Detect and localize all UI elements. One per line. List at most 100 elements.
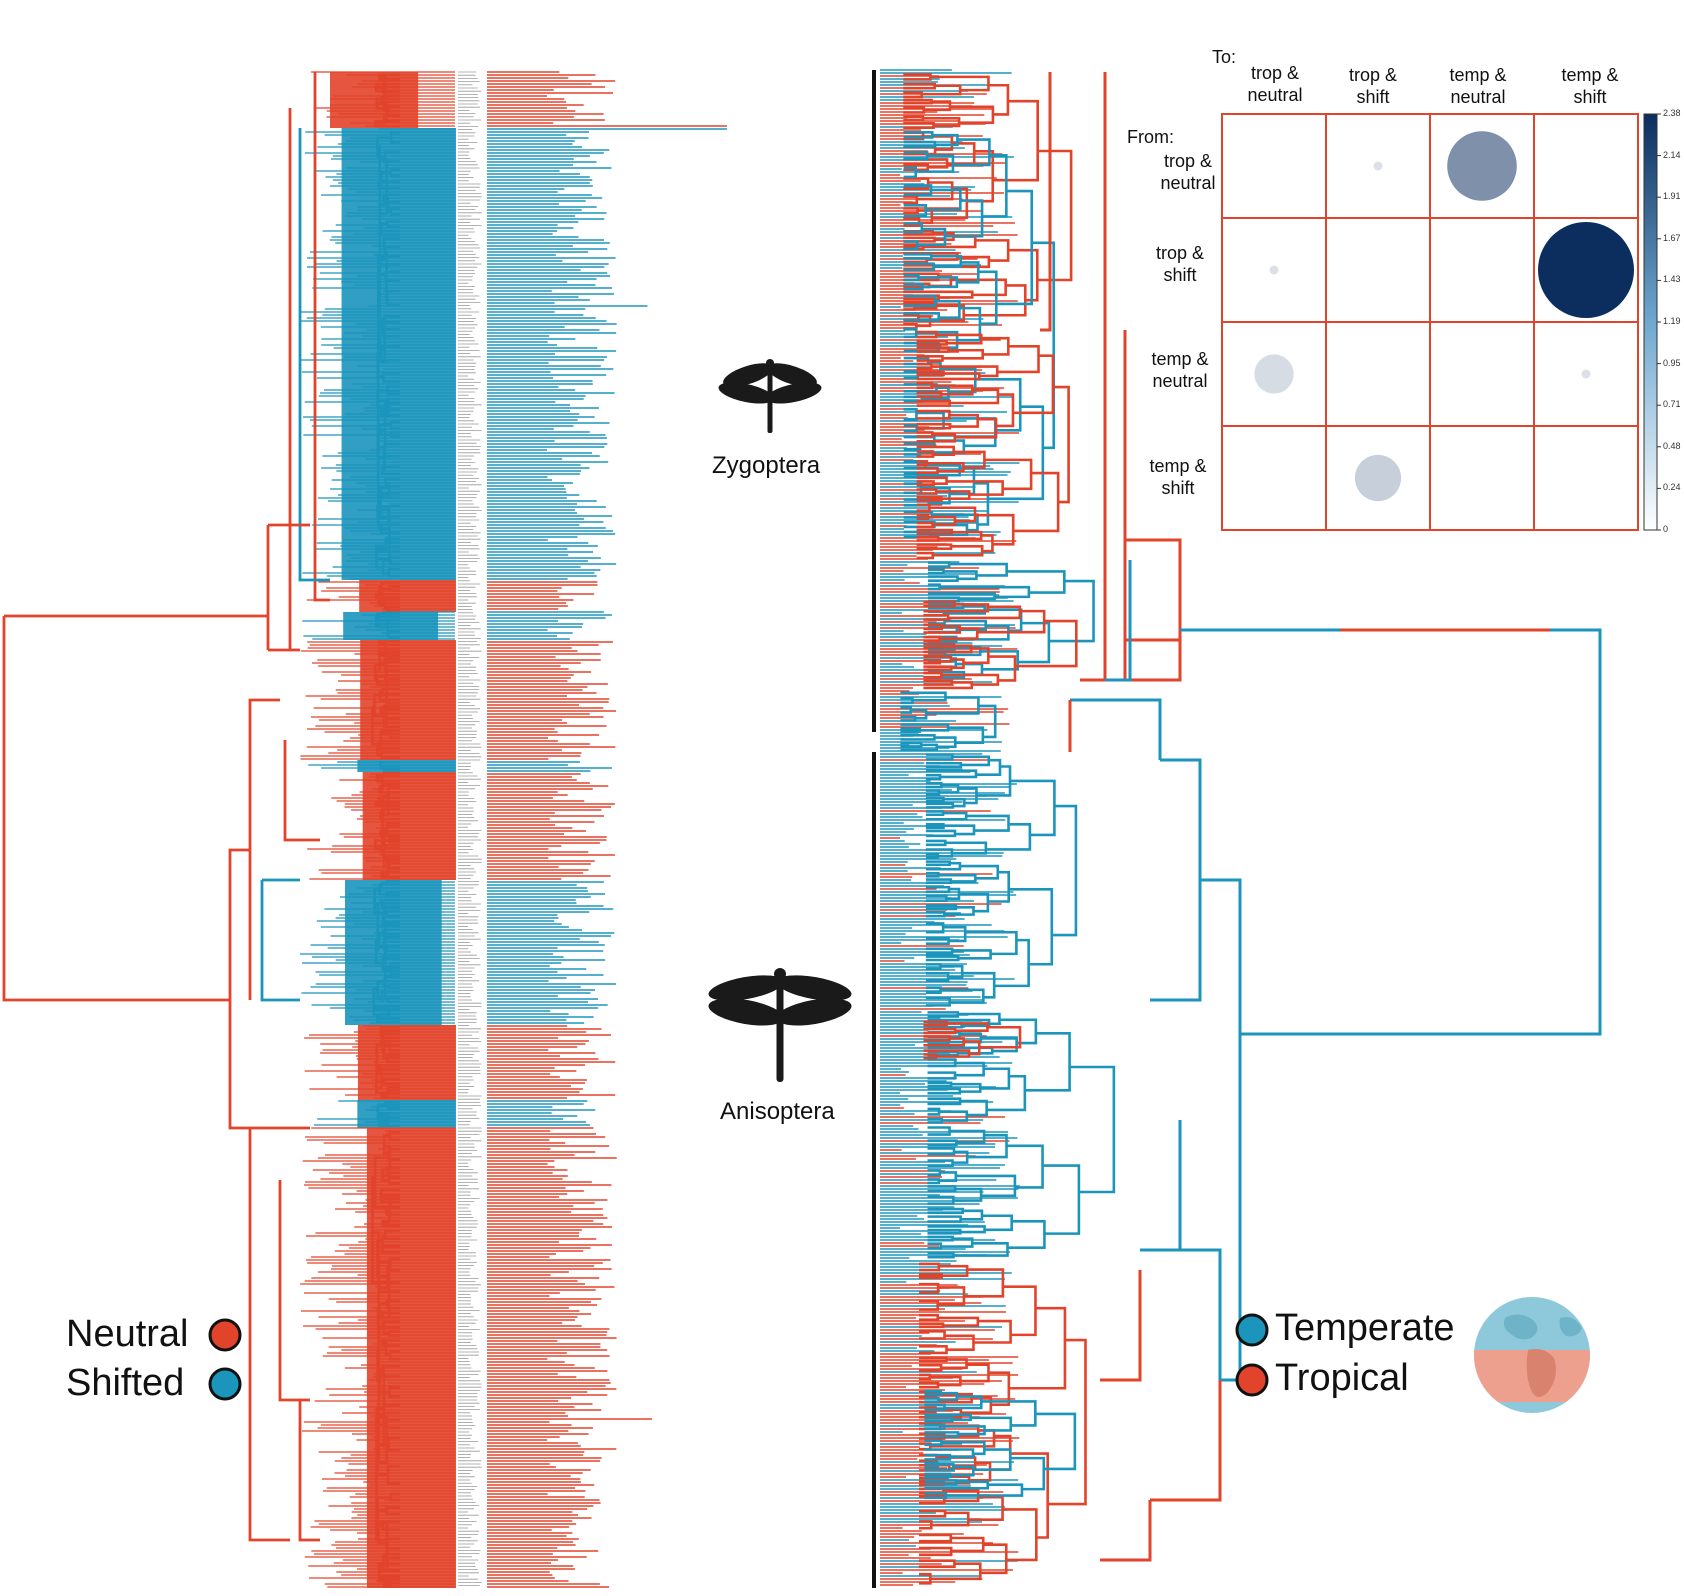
right-branch — [903, 204, 928, 218]
right-branch — [903, 408, 918, 421]
left-branch — [378, 883, 388, 896]
right-branch — [927, 1215, 962, 1223]
left-branch — [375, 1043, 383, 1084]
left-branch — [382, 836, 389, 869]
right-branch — [976, 765, 1012, 797]
right-branch — [919, 1322, 945, 1329]
right-branch — [960, 1363, 990, 1383]
right-branch — [1006, 570, 1066, 594]
left-branch — [381, 1234, 386, 1251]
right-branch — [924, 1480, 990, 1490]
right-branch — [925, 986, 942, 995]
right-branch — [987, 870, 1010, 903]
right-branch — [931, 365, 999, 378]
right-backbone-branch — [1140, 1120, 1182, 1252]
right-branch — [927, 1011, 960, 1018]
colorbar-tick-label: 1.43 — [1663, 274, 1681, 285]
left-branch — [371, 1176, 390, 1284]
left-branch — [381, 902, 386, 920]
right-branch — [986, 1074, 1027, 1112]
right-branch — [917, 227, 947, 247]
right-branch — [1013, 471, 1060, 533]
left-branch — [379, 158, 388, 215]
right-branch — [925, 878, 953, 885]
right-branch — [925, 972, 950, 982]
right-branch — [943, 570, 978, 581]
tropical-legend-dot — [1235, 1363, 1269, 1397]
left-branch — [375, 647, 386, 674]
right-branch — [927, 596, 960, 603]
right-branch — [942, 348, 985, 360]
left-branch — [381, 795, 389, 853]
left-branch — [374, 120, 400, 128]
right-branch — [937, 1286, 966, 1306]
left-branch — [381, 687, 400, 697]
right-branch — [923, 679, 954, 686]
right-branch — [930, 1562, 982, 1581]
right-branch — [984, 608, 1023, 632]
right-backbone-branch — [1240, 628, 1602, 1036]
right-branch — [918, 276, 959, 289]
right-backbone-branch — [1180, 1248, 1222, 1380]
left-branch — [385, 890, 400, 898]
right-branch — [900, 696, 914, 705]
right-branch — [927, 568, 945, 575]
right-branch — [916, 433, 957, 443]
matrix-from-label: From: — [1127, 127, 1174, 147]
right-branch — [919, 1373, 932, 1381]
left-branch — [376, 584, 382, 598]
row-header-line1: temp & — [1149, 456, 1207, 476]
left-branch — [382, 1210, 391, 1225]
left-backbone-branch — [278, 1180, 310, 1402]
left-branch — [383, 151, 400, 163]
right-branch — [974, 513, 1015, 546]
right-branch — [1007, 1220, 1046, 1249]
left-branch — [375, 675, 386, 685]
left-branch — [382, 1134, 390, 1156]
col-header-line2: shift — [1356, 87, 1390, 107]
left-branch — [385, 910, 400, 918]
right-branch — [919, 1533, 953, 1543]
left-branch — [380, 881, 400, 890]
colorbar-tick-label: 1.91 — [1663, 191, 1681, 202]
right-branch — [924, 1431, 960, 1438]
left-branch — [381, 465, 400, 476]
right-branch — [937, 1316, 980, 1327]
left-branch — [376, 254, 380, 484]
right-branch — [975, 378, 1022, 432]
right-branch — [1012, 354, 1055, 415]
right-branch — [954, 1061, 985, 1077]
right-branch — [992, 99, 1039, 182]
right-branch — [957, 306, 982, 342]
right-branch — [923, 1053, 937, 1060]
right-branch — [925, 761, 963, 768]
right-branch — [927, 1097, 962, 1106]
left-branch — [378, 180, 387, 312]
right-branch — [903, 122, 935, 130]
left-branch — [381, 1030, 385, 1053]
right-branch — [916, 551, 935, 560]
colorbar — [1643, 113, 1661, 531]
tropical-legend-label: Tropical — [1275, 1357, 1409, 1399]
shifted-legend-dot — [208, 1367, 242, 1401]
right-branch — [916, 480, 935, 487]
right-branch — [934, 736, 957, 749]
left-tip-bars — [487, 71, 727, 1588]
matrix-rate-circle — [1254, 354, 1294, 394]
left-branch — [382, 371, 400, 383]
colorbar-tick-label: 2.38 — [1663, 108, 1681, 118]
right-branch — [941, 1440, 986, 1456]
damselfly-icon — [718, 359, 822, 433]
left-branch — [377, 1367, 387, 1448]
right-branch — [925, 860, 951, 867]
right-branch — [916, 521, 934, 529]
right-branch — [938, 1264, 969, 1278]
right-branch — [916, 503, 931, 512]
left-branch — [378, 690, 389, 703]
left-branch — [382, 1341, 391, 1357]
right-branch — [943, 925, 967, 943]
left-tip-fill — [344, 880, 442, 1025]
left-branch — [376, 1103, 389, 1121]
left-branch — [381, 1219, 400, 1227]
